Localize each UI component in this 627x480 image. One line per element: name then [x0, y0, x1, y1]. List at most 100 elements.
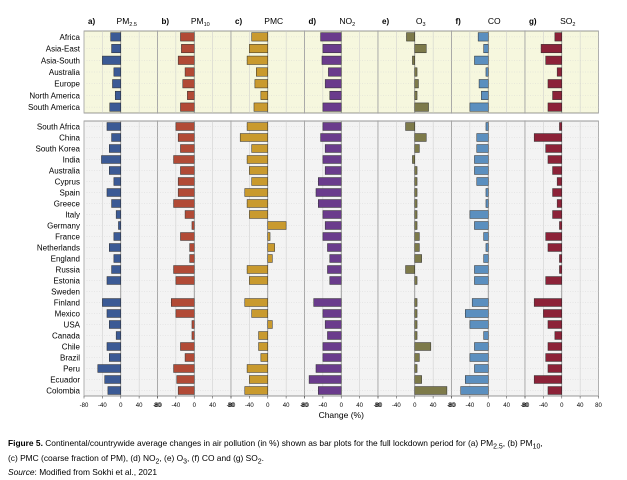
country-bar	[329, 254, 342, 263]
x-tick-label: -40	[245, 403, 254, 409]
region-bar	[180, 102, 195, 112]
country-bar	[474, 364, 489, 373]
region-bar	[113, 67, 121, 77]
country-bar	[107, 386, 121, 395]
country-bar	[175, 309, 195, 318]
country-bar	[176, 375, 195, 384]
x-tick-label: 40	[283, 403, 290, 409]
country-bar	[559, 265, 562, 274]
country-bar	[315, 188, 342, 197]
country-bar	[414, 364, 418, 373]
country-bar	[189, 254, 195, 263]
country-bar	[469, 210, 489, 219]
country-bar	[474, 221, 489, 230]
country-bar	[267, 232, 271, 241]
region-category-label: Asia-East	[46, 45, 81, 54]
country-bar	[547, 320, 562, 329]
region-bar	[322, 102, 342, 112]
country-bar	[329, 276, 342, 285]
caption-subscript: 2.5	[493, 443, 503, 451]
region-bar	[485, 67, 489, 77]
country-bar	[318, 386, 342, 395]
country-bar	[485, 122, 489, 131]
country-bar	[315, 364, 342, 373]
country-bar	[180, 166, 195, 175]
country-category-label: Cyprus	[55, 178, 80, 187]
caption-text: , (f) CO and (g) SO	[187, 452, 258, 463]
region-bar	[554, 32, 562, 42]
country-bar	[414, 177, 418, 186]
region-bar	[181, 44, 195, 54]
country-bar	[258, 342, 268, 351]
country-bar	[246, 199, 268, 208]
country-bar	[460, 386, 489, 395]
country-bar	[414, 210, 418, 219]
country-bar	[483, 254, 489, 263]
region-bar	[112, 79, 121, 89]
country-bar	[545, 353, 562, 362]
x-tick-label: 80	[448, 403, 455, 409]
panel-title: NO2	[339, 16, 355, 28]
country-bar	[322, 353, 342, 362]
country-bar	[474, 166, 489, 175]
country-bar	[184, 210, 195, 219]
country-bar	[414, 144, 420, 153]
country-bar	[102, 298, 121, 307]
caption-line-3: Source: Modified from Sokhi et al., 2021	[8, 467, 620, 478]
country-bar	[414, 243, 420, 252]
country-bar	[547, 364, 562, 373]
country-bar	[414, 309, 418, 318]
panel-letter: g)	[529, 17, 537, 26]
region-bar	[246, 55, 268, 65]
x-tick-label: 40	[356, 403, 363, 409]
region-bar	[414, 79, 419, 89]
country-bar	[414, 342, 432, 351]
country-category-label: Peru	[63, 365, 80, 374]
region-bar	[412, 55, 415, 65]
region-bar	[474, 55, 489, 65]
region-bar	[110, 32, 122, 42]
region-bar	[547, 102, 562, 112]
country-bar	[552, 188, 562, 197]
x-tick-label: 80	[595, 403, 602, 409]
country-bar	[191, 331, 195, 340]
country-bar	[246, 122, 268, 131]
region-bar	[187, 90, 195, 100]
country-bar	[552, 210, 562, 219]
x-tick-label: 80	[228, 403, 235, 409]
caption-text: , (b) PM	[502, 438, 533, 448]
country-bar	[109, 166, 121, 175]
country-category-label: Mexico	[55, 310, 81, 319]
country-category-label: South Africa	[37, 123, 81, 132]
country-bar	[412, 155, 415, 164]
figure-caption: Figure 5. Continental/countrywide averag…	[8, 438, 620, 478]
x-tick-label: 40	[430, 403, 437, 409]
country-category-label: USA	[64, 321, 81, 330]
country-bar	[474, 276, 489, 285]
x-axis-title: Change (%)	[319, 410, 365, 420]
region-bar	[182, 79, 195, 89]
region-bar	[102, 55, 121, 65]
caption-text: , (e) O	[159, 452, 184, 463]
region-bar	[249, 44, 268, 54]
caption-line-1: Figure 5. Continental/countrywide averag…	[8, 438, 620, 453]
country-bar	[177, 177, 195, 186]
x-tick-label: -40	[392, 403, 401, 409]
caption-text: (c) PMC (coarse fraction of PM), (d) NO	[8, 452, 156, 463]
country-bar	[171, 298, 195, 307]
country-bar	[559, 122, 562, 131]
country-category-label: Canada	[52, 332, 81, 341]
caption-source-label: Source	[8, 467, 35, 478]
country-bar	[267, 320, 273, 329]
x-tick-label: 40	[136, 403, 143, 409]
panel-letter: d)	[309, 17, 317, 26]
country-bar	[414, 298, 418, 307]
country-bar	[324, 144, 342, 153]
country-bar	[244, 298, 268, 307]
country-bar	[113, 232, 121, 241]
x-tick-label: -80	[153, 403, 162, 409]
panel-letter: a)	[88, 17, 95, 26]
country-bar	[109, 320, 121, 329]
region-category-label: Africa	[60, 33, 81, 42]
